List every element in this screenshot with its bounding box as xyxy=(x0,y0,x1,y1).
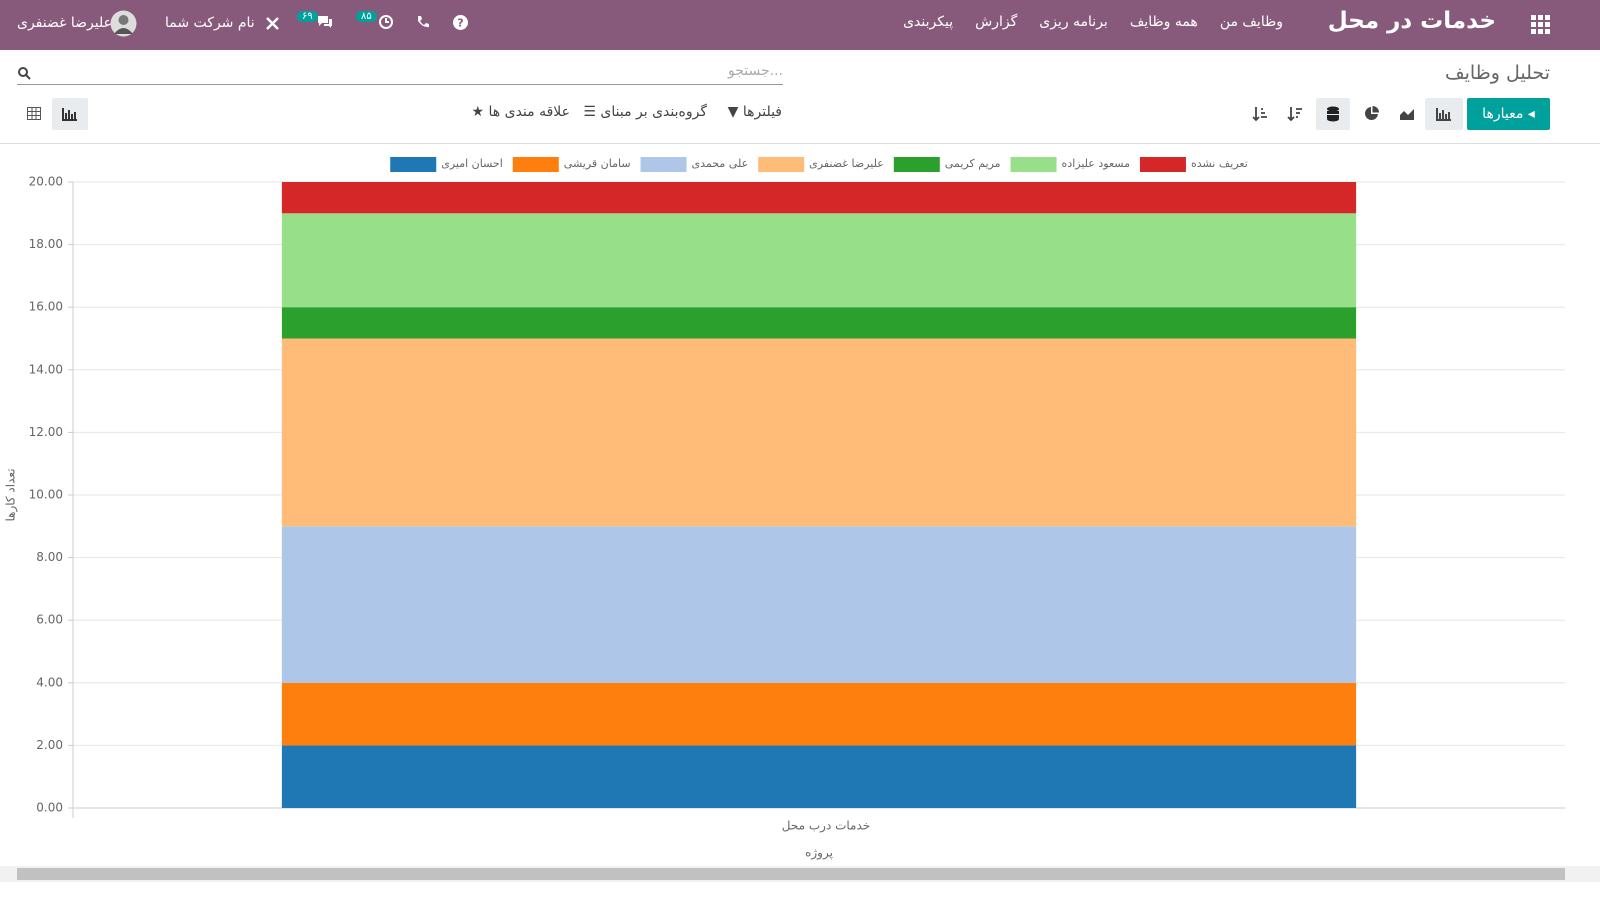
y-tick-label: 6.00 xyxy=(36,613,63,627)
stacked-icon xyxy=(1327,106,1339,122)
y-tick-label: 18.00 xyxy=(29,237,63,251)
y-tick-label: 8.00 xyxy=(36,550,63,564)
groupby-label: گروه‌بندی بر مبنای xyxy=(600,104,707,120)
legend-swatch xyxy=(390,157,437,172)
menu-item[interactable]: برنامه ریزی xyxy=(1039,14,1108,30)
y-tick-label: 2.00 xyxy=(36,738,63,752)
activity-badge: ۸۵ xyxy=(356,11,377,22)
favorites-button[interactable]: ★ علاقه مندی ها xyxy=(471,104,571,120)
x-axis-title: پروژه xyxy=(805,846,833,861)
legend-label: مریم کریمی xyxy=(945,157,1001,170)
legend-swatch xyxy=(758,157,805,172)
legend-item[interactable]: سامان قریشی xyxy=(512,157,631,172)
messages-icon[interactable] xyxy=(316,14,334,30)
apps-icon[interactable] xyxy=(1531,15,1551,35)
sort-asc-icon[interactable] xyxy=(1252,106,1268,122)
y-tick-label: 12.00 xyxy=(29,425,63,439)
menu: وظایف من همه وظایف برنامه ریزی گزارش پیک… xyxy=(903,14,1283,30)
favorites-label: علاقه مندی ها xyxy=(488,104,570,120)
legend-item[interactable]: علی محمدی xyxy=(640,157,749,172)
y-tick-label: 4.00 xyxy=(36,675,63,689)
measures-label: معیارها xyxy=(1482,106,1524,122)
bar-segment xyxy=(281,213,1357,308)
legend-swatch xyxy=(640,157,687,172)
line-icon[interactable] xyxy=(1399,107,1415,121)
bar-segment xyxy=(281,307,1357,339)
filters-button[interactable]: ▼ فیلترها xyxy=(727,104,782,120)
phone-icon[interactable] xyxy=(416,15,430,29)
legend-item[interactable]: احسان امیری xyxy=(390,157,503,172)
scrollbar-thumb[interactable] xyxy=(17,868,1565,880)
svg-text:?: ? xyxy=(457,17,463,30)
messages-badge: ۶۹ xyxy=(297,11,318,22)
groupby-button[interactable]: ☰ گروه‌بندی بر مبنای xyxy=(583,104,707,120)
activity-icon[interactable] xyxy=(378,14,394,30)
bar-icon xyxy=(1436,108,1451,121)
search-placeholder: جستجو... xyxy=(728,63,783,79)
y-axis-title: تعداد کارها xyxy=(4,468,19,521)
bar-segment xyxy=(281,182,1357,214)
legend-label: مسعود علیزاده xyxy=(1062,157,1131,170)
bar-segment xyxy=(281,338,1357,527)
app-title[interactable]: خدمات در محل xyxy=(1327,8,1496,34)
filters-label: فیلترها xyxy=(742,104,782,120)
navbar: خدمات در محل وظایف من همه وظایف برنامه ر… xyxy=(0,0,1600,50)
bar-segment xyxy=(281,745,1357,808)
menu-item[interactable]: گزارش xyxy=(975,14,1018,30)
y-tick-label: 10.00 xyxy=(29,488,63,502)
menu-item[interactable]: وظایف من xyxy=(1219,14,1283,30)
debug-icon[interactable] xyxy=(265,16,280,31)
y-tick-label: 20.00 xyxy=(29,175,63,189)
graph-view-icon xyxy=(62,108,77,121)
legend-swatch xyxy=(512,157,559,172)
legend-label: علی محمدی xyxy=(692,157,749,170)
company-name[interactable]: نام شرکت شما xyxy=(165,15,255,31)
legend-swatch xyxy=(893,157,940,172)
breadcrumb: تحلیل وظایف xyxy=(1444,62,1550,84)
legend-item[interactable]: مسعود علیزاده xyxy=(1010,157,1131,172)
menu-item[interactable]: پیکربندی xyxy=(903,14,954,30)
menu-item[interactable]: همه وظایف xyxy=(1129,14,1198,30)
y-tick-label: 0.00 xyxy=(36,801,63,815)
legend: احسان امیری سامان قریشی علی محمدی علیرضا غض… xyxy=(390,157,1248,172)
help-icon[interactable]: ? xyxy=(452,14,469,31)
legend-item[interactable]: علیرضا غضنفری xyxy=(758,157,884,172)
avatar[interactable] xyxy=(110,10,137,37)
legend-label: احسان امیری xyxy=(441,157,503,170)
pivot-view-icon[interactable] xyxy=(27,107,41,120)
x-tick-label: خدمات درب محل xyxy=(782,819,870,834)
legend-label: علیرضا غضنفری xyxy=(809,157,884,170)
legend-item[interactable]: تعریف نشده xyxy=(1139,157,1248,172)
legend-item[interactable]: مریم کریمی xyxy=(893,157,1001,172)
search-box[interactable]: جستجو... xyxy=(17,62,783,85)
pie-icon[interactable] xyxy=(1364,106,1379,121)
y-tick-label: 14.00 xyxy=(29,362,63,376)
sort-desc-icon[interactable] xyxy=(1287,106,1303,122)
legend-swatch xyxy=(1010,157,1057,172)
search-icon xyxy=(18,67,31,80)
legend-swatch xyxy=(1139,157,1186,172)
bar-segment xyxy=(281,682,1357,746)
legend-label: تعریف نشده xyxy=(1191,157,1248,170)
bar-segment xyxy=(281,526,1357,683)
y-tick-label: 16.00 xyxy=(29,300,63,314)
legend-label: سامان قریشی xyxy=(564,157,631,170)
user-name[interactable]: علیرضا غضنفری xyxy=(17,15,112,31)
measures-button[interactable]: معیارها ◂ xyxy=(1467,98,1550,130)
control-panel: تحلیل وظایف جستجو... معیارها ◂ ▼ فیلترها… xyxy=(0,50,1600,144)
